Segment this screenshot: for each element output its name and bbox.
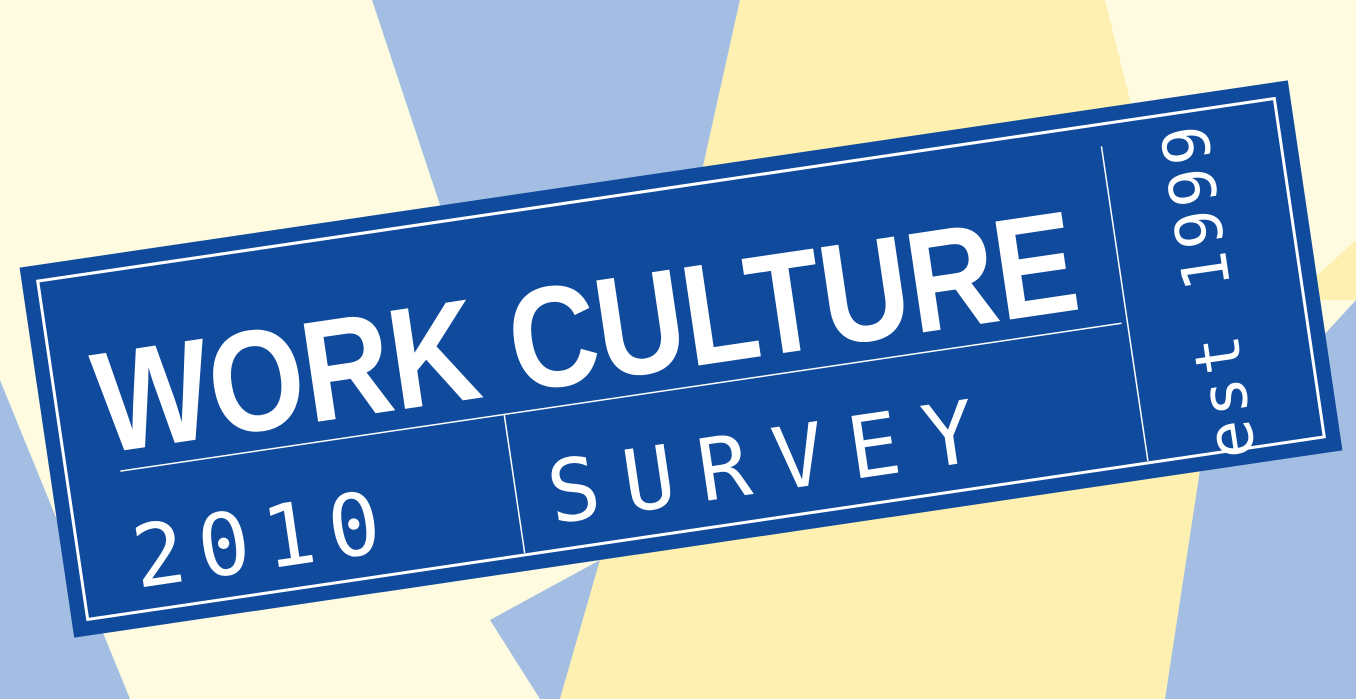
badge-outer-panel xyxy=(19,80,1343,638)
stripe-blue-upper xyxy=(372,0,740,220)
badge-inner-border xyxy=(36,96,1326,622)
badge-vertical-divider-year xyxy=(503,414,526,554)
badge-horizontal-divider xyxy=(120,322,1122,472)
stripe-cream-bottom xyxy=(140,560,560,699)
badge-vertical-divider-est xyxy=(1100,146,1149,461)
stripe-yellow-bottom xyxy=(560,470,1200,699)
stripe-blue-bottom xyxy=(490,560,600,699)
